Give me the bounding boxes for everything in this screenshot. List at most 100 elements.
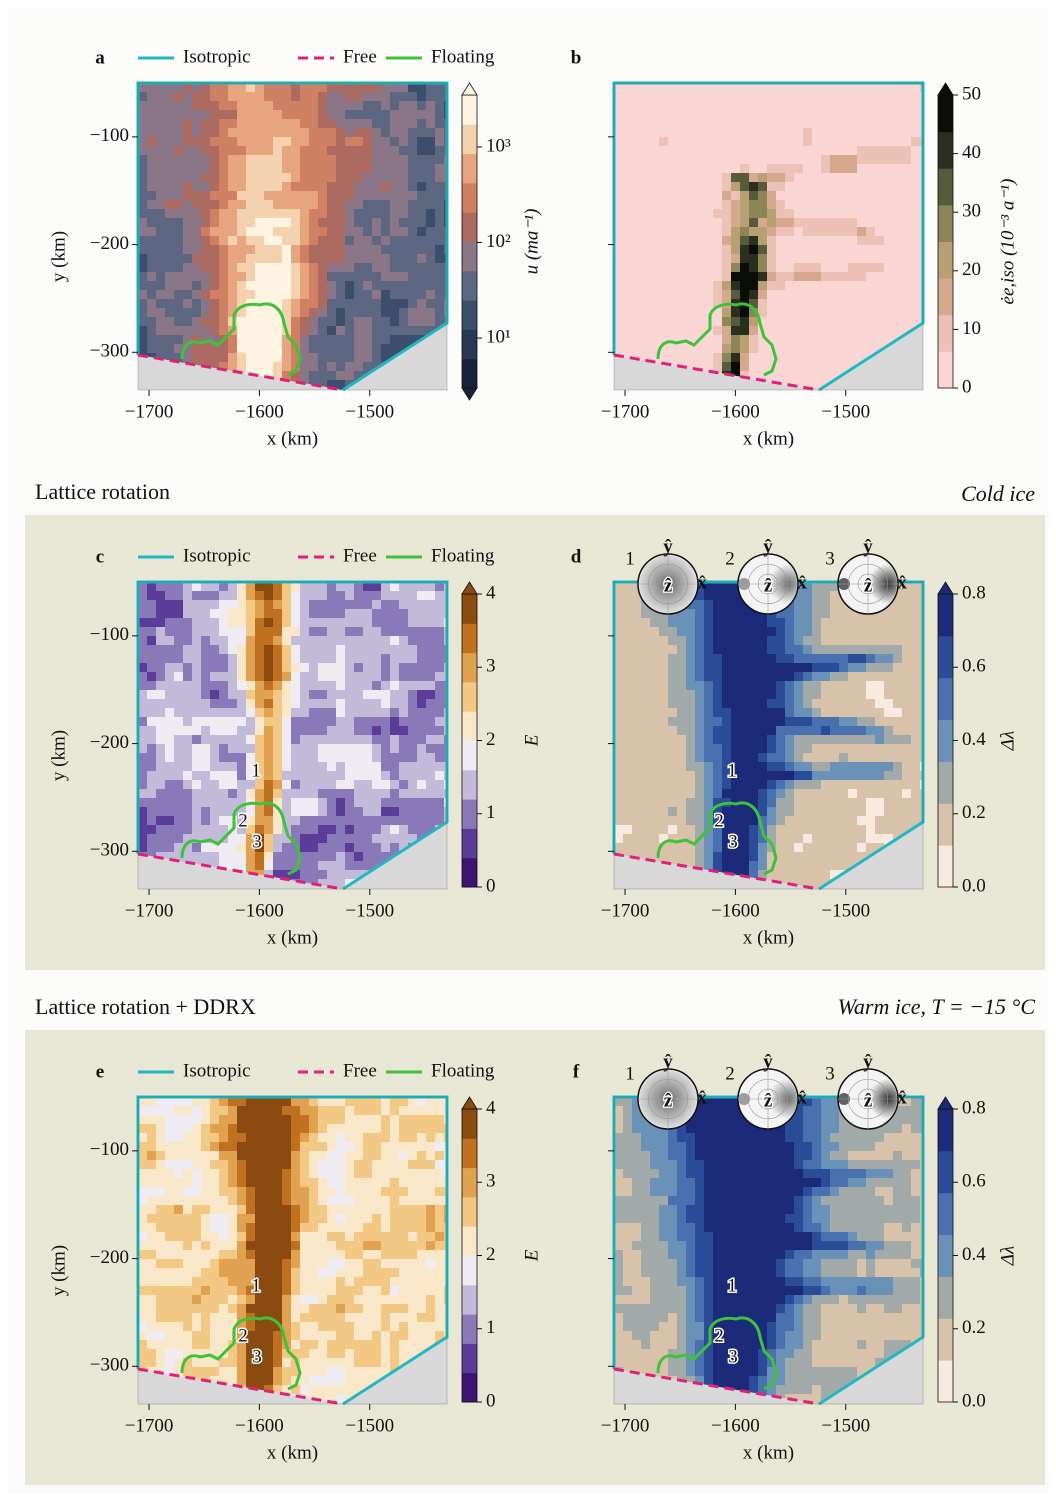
field-cell [632, 834, 642, 844]
field-cell [830, 263, 840, 273]
field-cell [776, 852, 786, 862]
field-cell [686, 852, 696, 862]
field-cell [704, 762, 714, 772]
field-cell [893, 110, 903, 120]
field-cell [219, 843, 229, 853]
field-cell [893, 263, 903, 273]
field-cell [902, 236, 912, 246]
field-cell [354, 245, 364, 255]
field-cell [830, 254, 840, 264]
field-cell [336, 600, 346, 610]
field-cell [803, 263, 813, 273]
field-cell [183, 816, 193, 826]
field-cell [641, 110, 651, 120]
field-cell [911, 137, 921, 147]
field-cell [650, 708, 660, 718]
field-cell [758, 344, 768, 354]
field-cell [336, 182, 346, 192]
field-cell [767, 744, 777, 754]
field-cell [704, 654, 714, 664]
field-cell [803, 344, 813, 354]
field-cell [399, 317, 409, 327]
field-cell [875, 308, 885, 318]
field-cell [399, 164, 409, 174]
field-cell [911, 173, 921, 183]
field-cell [704, 344, 714, 354]
field-cell [632, 245, 642, 255]
field-cell [345, 789, 355, 799]
field-cell [893, 735, 903, 745]
field-cell [192, 155, 202, 165]
field-cell [695, 726, 705, 736]
field-cell [156, 762, 166, 772]
field-cell [372, 807, 382, 817]
field-cell [309, 645, 319, 655]
field-cell [812, 263, 822, 273]
field-cell [722, 200, 732, 210]
field-cell [857, 272, 867, 282]
field-cell [866, 272, 876, 282]
field-cell [183, 618, 193, 628]
field-cell [147, 771, 157, 781]
field-cell [704, 236, 714, 246]
field-cell [417, 690, 427, 700]
field-cell [911, 200, 921, 210]
field-cell [192, 789, 202, 799]
field-cell [165, 654, 175, 664]
field-cell [812, 843, 822, 853]
field-cell [165, 281, 175, 291]
field-cell [803, 798, 813, 808]
legend-label: Floating [431, 545, 495, 566]
field-cell [192, 263, 202, 273]
field-cell [336, 290, 346, 300]
field-cell [210, 254, 220, 264]
field-cell [336, 753, 346, 763]
field-cell [291, 789, 301, 799]
field-cell [623, 119, 633, 129]
field-cell [713, 627, 723, 637]
field-cell [803, 92, 813, 102]
field-cell [147, 807, 157, 817]
field-cell [264, 636, 274, 646]
field-cell [426, 690, 436, 700]
field-cell [336, 308, 346, 318]
field-cell [632, 681, 642, 691]
field-cell [147, 245, 157, 255]
field-cell [156, 825, 166, 835]
field-cell [839, 218, 849, 228]
field-cell [246, 681, 256, 691]
field-cell [264, 672, 274, 682]
field-cell [336, 344, 346, 354]
field-cell [165, 308, 175, 318]
field-cell [336, 209, 346, 219]
field-cell [875, 618, 885, 628]
field-cell [758, 218, 768, 228]
field-cell [731, 636, 741, 646]
field-cell [345, 344, 355, 354]
field-cell [893, 281, 903, 291]
field-cell [677, 816, 687, 826]
field-cell [228, 789, 238, 799]
field-cell [219, 164, 229, 174]
field-cell [722, 209, 732, 219]
field-cell [785, 263, 795, 273]
field-cell [740, 717, 750, 727]
field-cell [830, 645, 840, 655]
field-cell [623, 245, 633, 255]
field-cell [201, 726, 211, 736]
field-cell [848, 807, 858, 817]
field-cell [147, 636, 157, 646]
field-cell [390, 299, 400, 309]
field-cell [794, 627, 804, 637]
field-cell [156, 654, 166, 664]
field-cell [803, 861, 813, 871]
field-cell [282, 182, 292, 192]
field-cell [183, 173, 193, 183]
field-cell [435, 209, 445, 219]
field-cell [884, 744, 894, 754]
field-cell [264, 281, 274, 291]
field-cell [156, 119, 166, 129]
field-cell [300, 744, 310, 754]
field-cell [839, 825, 849, 835]
field-cell [426, 218, 436, 228]
